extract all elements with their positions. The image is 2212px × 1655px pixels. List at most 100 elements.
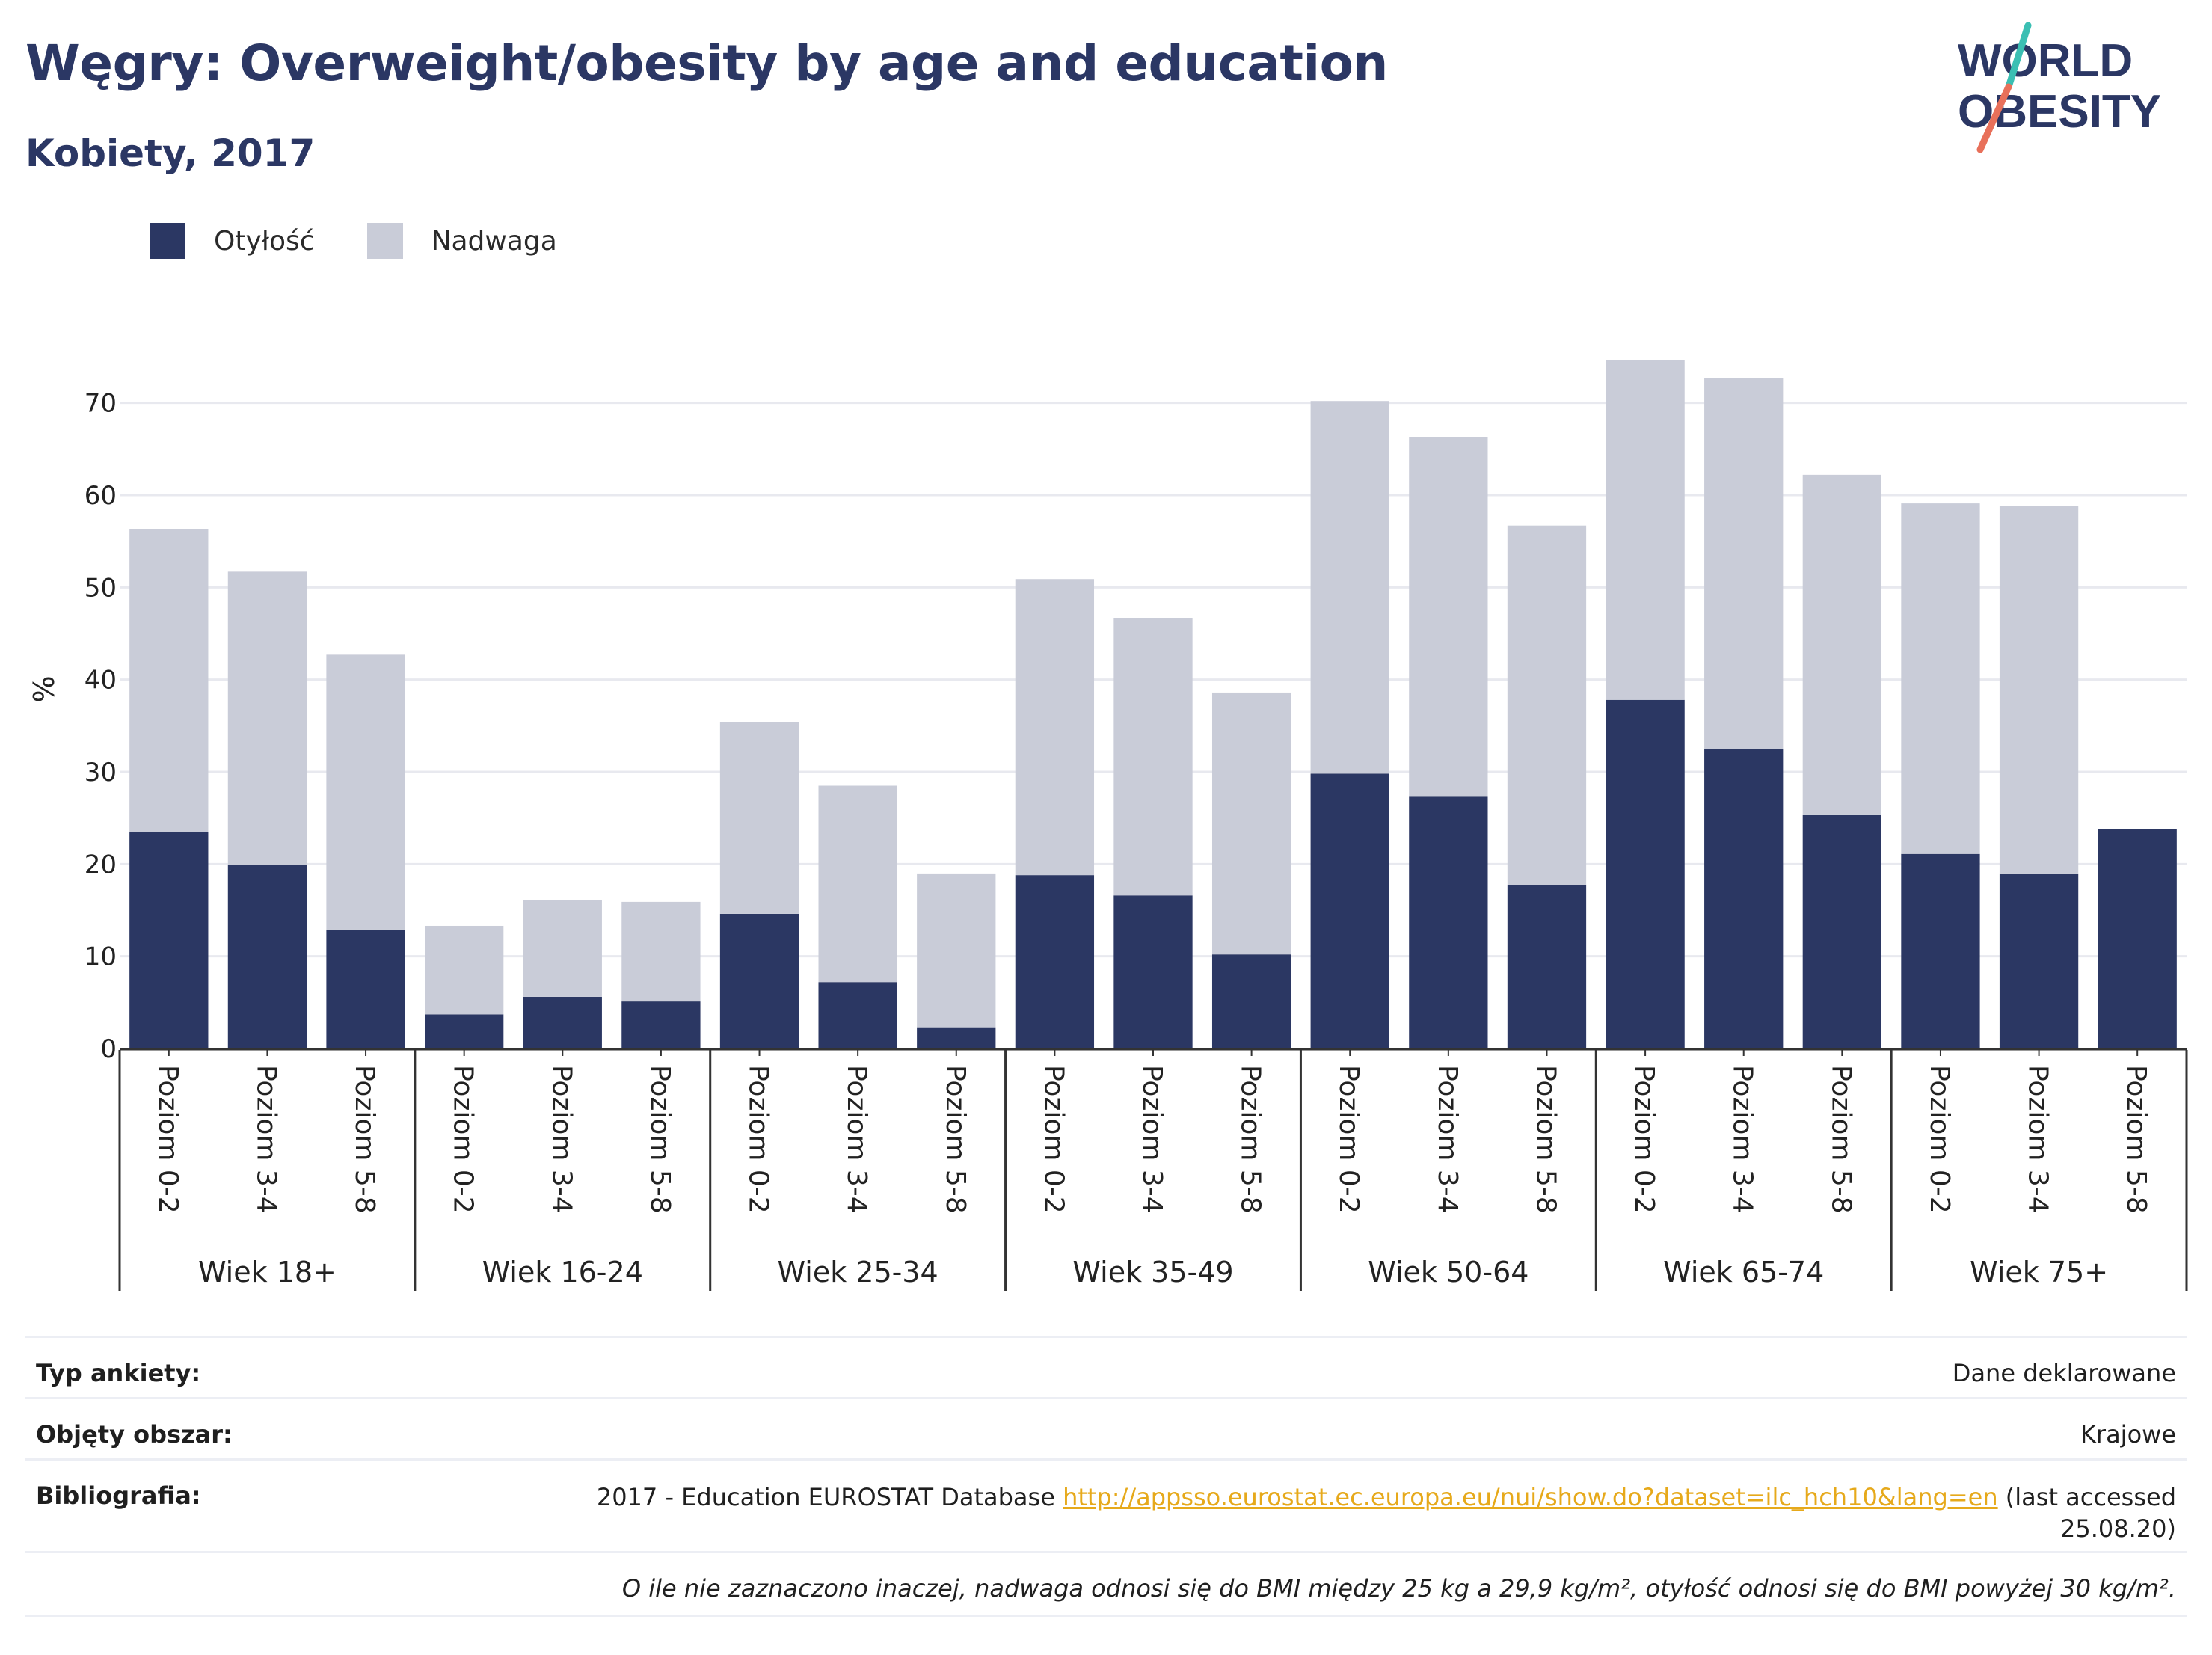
bar-overweight: [326, 654, 405, 930]
bar-obesity: [523, 996, 602, 1048]
legend-swatch-overweight: [366, 223, 403, 259]
bar-obesity: [1999, 873, 2079, 1048]
group-label: Wiek 16-24: [482, 1256, 643, 1289]
bar-obesity: [1802, 814, 1881, 1048]
y-tick-label: 40: [85, 666, 117, 696]
bar-obesity: [1409, 796, 1488, 1048]
bar-overweight: [1113, 618, 1193, 896]
bar-obesity: [917, 1027, 996, 1048]
bar-obesity: [326, 929, 405, 1048]
legend-swatch-obesity: [150, 223, 185, 259]
group-label: Wiek 18+: [198, 1256, 337, 1289]
x-tick-label: Poziom 3-4: [251, 1065, 281, 1214]
group-label: Wiek 25-34: [778, 1256, 938, 1289]
bar-overweight: [425, 925, 504, 1015]
group-label: Wiek 75+: [1970, 1256, 2108, 1289]
area-value: Krajowe: [2080, 1420, 2176, 1449]
x-tick-label: Poziom 3-4: [546, 1065, 577, 1214]
bar-overweight: [129, 529, 209, 832]
bar-overweight: [719, 722, 799, 914]
bibliography-label: Bibliografia:: [36, 1481, 201, 1510]
bar-obesity: [1507, 885, 1587, 1048]
group-label: Wiek 50-64: [1368, 1256, 1529, 1289]
bar-overweight: [818, 785, 897, 983]
legend-label-overweight: Nadwaga: [431, 225, 557, 257]
bar-overweight: [1999, 506, 2079, 874]
x-tick-label: Poziom 3-4: [2023, 1065, 2053, 1214]
bar-obesity: [1704, 749, 1784, 1048]
x-tick-label: Poziom 0-2: [1924, 1065, 1955, 1214]
y-tick-label: 50: [85, 573, 117, 603]
chart-title: Węgry: Overweight/obesity by age and edu…: [25, 34, 1388, 92]
bar-obesity: [129, 832, 209, 1048]
x-tick-label: Poziom 0-2: [1629, 1065, 1659, 1214]
bibliography-value: 2017 - Education EUROSTAT Database http:…: [597, 1481, 2176, 1544]
bar-overweight: [1606, 360, 1685, 700]
y-tick-label: 60: [85, 481, 117, 511]
bibliography-link[interactable]: http://appsso.eurostat.ec.europa.eu/nui/…: [1063, 1483, 1998, 1511]
x-tick-label: Poziom 5-8: [1825, 1065, 1856, 1214]
x-tick-label: Poziom 0-2: [448, 1065, 479, 1214]
logo-teal-slash: [2005, 22, 2032, 90]
bar-obesity: [818, 982, 897, 1048]
info-row-survey: Typ ankiety: Dane deklarowane: [25, 1336, 2187, 1399]
legend-item-obesity[interactable]: Otyłość: [150, 223, 315, 259]
world-obesity-logo: WORLD OBESITY: [1958, 22, 2161, 153]
bibliography-date: 25.08.20): [2060, 1514, 2176, 1543]
y-tick-label: 30: [85, 758, 117, 787]
bar-obesity: [425, 1014, 504, 1048]
survey-label: Typ ankiety:: [36, 1359, 201, 1387]
y-tick-label: 10: [85, 942, 117, 972]
bar-overweight: [1704, 378, 1784, 749]
logo-coral-slash: [1976, 83, 2012, 153]
x-tick-label: Poziom 3-4: [1137, 1065, 1167, 1214]
definition-note: O ile nie zaznaczono inaczej, nadwaga od…: [621, 1574, 2176, 1603]
bar-obesity: [1211, 954, 1291, 1048]
x-tick-label: Poziom 5-8: [940, 1065, 971, 1214]
x-tick-label: Poziom 0-2: [743, 1065, 774, 1214]
bar-overweight: [1310, 401, 1389, 774]
bar-overweight: [1901, 503, 1980, 854]
x-tick-label: Poziom 5-8: [1235, 1065, 1266, 1214]
survey-value: Dane deklarowane: [1952, 1359, 2176, 1387]
x-tick-label: Poziom 5-8: [349, 1065, 380, 1214]
bar-overweight: [1507, 525, 1587, 885]
x-tick-label: Poziom 5-8: [2121, 1065, 2151, 1214]
info-row-note: O ile nie zaznaczono inaczej, nadwaga od…: [25, 1551, 2187, 1617]
x-tick-label: Poziom 0-2: [153, 1065, 183, 1214]
logo-text-world: WORLD: [1958, 35, 2133, 87]
bar-obesity: [719, 913, 799, 1048]
bar-obesity: [1901, 853, 1980, 1048]
x-tick-label: Poziom 0-2: [1038, 1065, 1069, 1214]
bar-obesity: [2098, 829, 2177, 1048]
bar-overweight: [1409, 437, 1488, 797]
bibliography-prefix: 2017 - Education EUROSTAT Database: [596, 1483, 1055, 1511]
y-axis-label: %: [28, 675, 61, 702]
bar-obesity: [1113, 895, 1193, 1048]
bar-obesity: [1310, 773, 1389, 1048]
group-label: Wiek 65-74: [1663, 1256, 1824, 1289]
bar-overweight: [917, 873, 996, 1028]
bar-overweight: [1015, 579, 1095, 876]
bibliography-suffix: (last accessed: [2005, 1483, 2176, 1511]
bar-obesity: [1015, 875, 1095, 1048]
legend: Otyłość Nadwaga: [150, 223, 609, 259]
x-tick-label: Poziom 3-4: [841, 1065, 872, 1214]
x-tick-label: Poziom 0-2: [1333, 1065, 1364, 1214]
bar-overweight: [523, 900, 602, 997]
bar-obesity: [227, 865, 307, 1048]
y-tick-label: 20: [85, 850, 117, 879]
bar-obesity: [621, 1001, 701, 1048]
bar-chart: 0 10 20 30 40 50 60 70% Poziom 0-2 Poziom 3-4 Pozi…: [28, 360, 2188, 1291]
y-tick-label: 70: [85, 389, 117, 419]
bar-overweight: [621, 901, 701, 1002]
info-row-area: Objęty obszar: Krajowe: [25, 1397, 2187, 1461]
x-tick-label: Poziom 3-4: [1432, 1065, 1463, 1214]
x-tick-label: Poziom 3-4: [1727, 1065, 1758, 1214]
bar-overweight: [1211, 692, 1291, 955]
x-tick-label: Poziom 5-8: [1530, 1065, 1561, 1214]
y-tick-label: 0: [100, 1034, 117, 1064]
legend-label-obesity: Otyłość: [214, 225, 315, 257]
info-row-bibliography: Bibliografia: 2017 - Education EUROSTAT …: [25, 1458, 2187, 1553]
legend-item-overweight[interactable]: Nadwaga: [366, 223, 557, 259]
